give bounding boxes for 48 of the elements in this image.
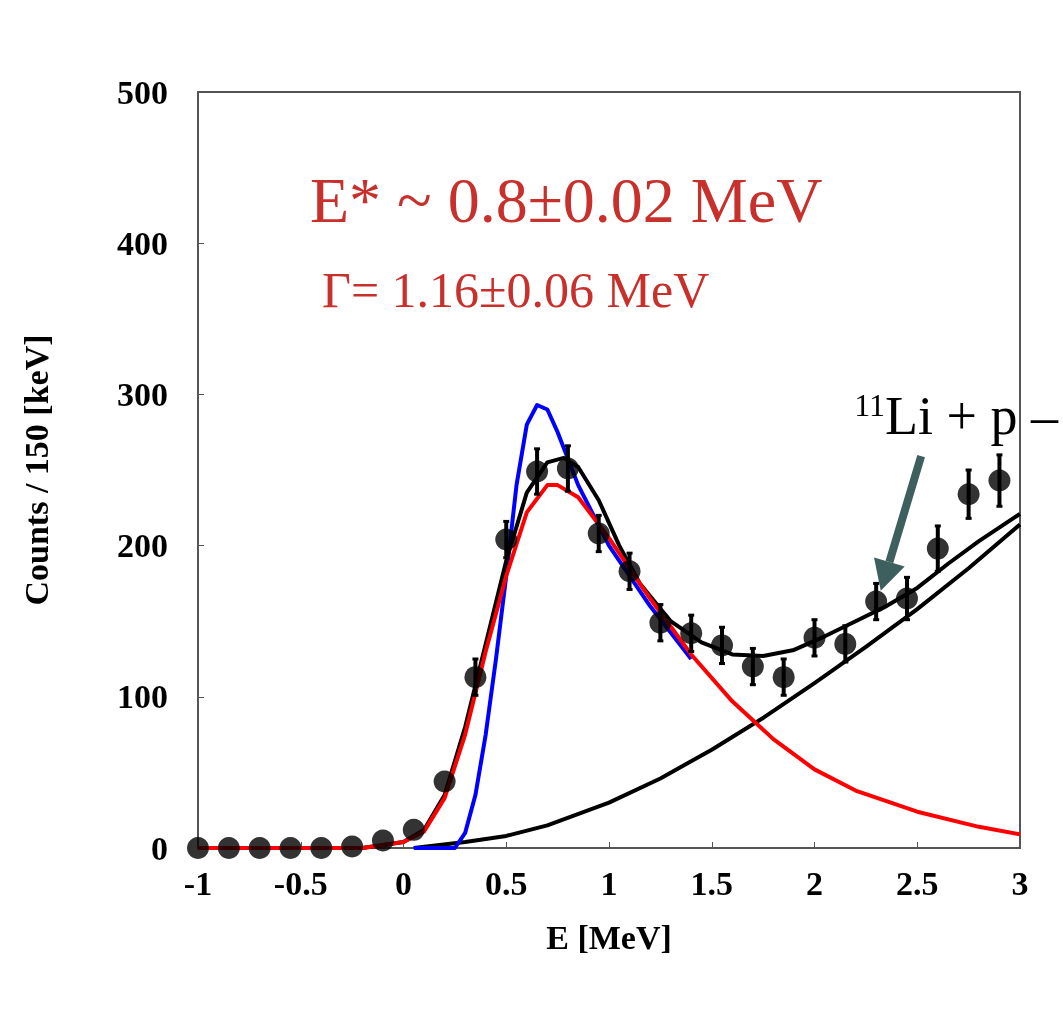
annotation: Γ= 1.16±0.06 MeV — [322, 262, 710, 318]
point — [957, 483, 980, 506]
x-tick-label: 0.5 — [485, 864, 528, 902]
point — [803, 626, 826, 649]
line-series — [411, 402, 694, 850]
point — [896, 587, 918, 610]
point — [217, 837, 240, 859]
point — [834, 632, 857, 655]
y-tick-label: 400 — [117, 224, 168, 262]
point — [526, 460, 549, 483]
point — [587, 522, 610, 545]
point — [341, 835, 364, 858]
point — [680, 622, 703, 645]
point — [279, 837, 302, 859]
x-tick-label: -0.5 — [273, 864, 328, 902]
x-tick-label: -1 — [183, 864, 213, 902]
y-tick-label: 200 — [117, 527, 168, 565]
point — [248, 837, 271, 859]
point — [741, 655, 764, 678]
y-tick-label: 500 — [117, 73, 168, 111]
point — [926, 537, 949, 560]
point — [556, 457, 579, 480]
point — [433, 770, 456, 793]
y-tick-label: 0 — [151, 829, 168, 867]
point — [310, 837, 333, 859]
point — [495, 528, 518, 551]
point — [187, 837, 209, 859]
point — [371, 829, 394, 852]
point — [988, 469, 1011, 492]
point — [772, 666, 795, 689]
y-tick-label: 100 — [117, 678, 168, 716]
annotation: E* ~ 0.8±0.02 MeV — [310, 164, 823, 236]
x-tick-label: 2.5 — [896, 864, 939, 902]
y-axis-title: Counts / 150 [keV] — [17, 334, 55, 606]
x-tick-label: 1 — [600, 864, 618, 902]
point — [865, 590, 888, 613]
x-tick-label: 2 — [806, 864, 823, 902]
point — [711, 634, 734, 657]
y-tick-label: 300 — [117, 375, 168, 413]
x-tick-label: 3 — [1011, 864, 1029, 902]
point — [649, 611, 672, 634]
x-axis-title: E [MeV] — [546, 918, 672, 956]
point — [402, 818, 425, 841]
point — [618, 560, 641, 583]
point — [464, 666, 487, 689]
annotation: $^{11}$Li + p – — [854, 386, 1059, 447]
x-tick-label: 1.5 — [690, 864, 733, 902]
x-tick-label: 0 — [395, 864, 412, 902]
